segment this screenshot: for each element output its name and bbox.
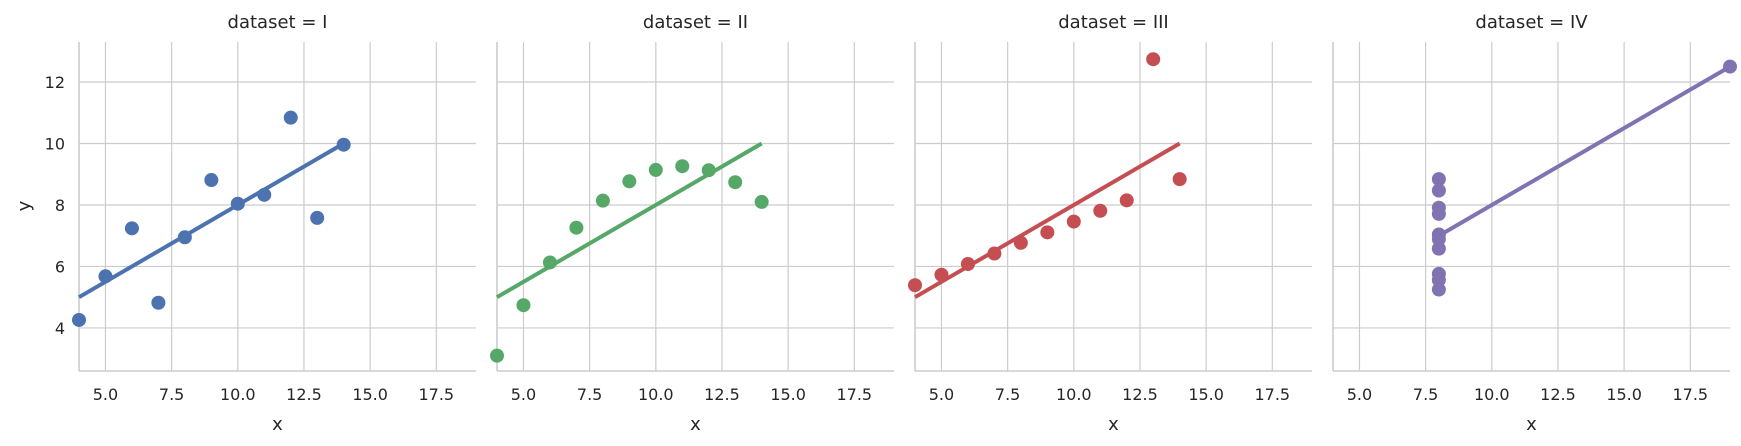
panel-1-point-4 [257, 187, 272, 202]
panel-1-point-2 [310, 210, 325, 225]
panel-3-xtick-label-5: 17.5 [1254, 385, 1290, 404]
panel-3-xtick-label-4: 15.0 [1188, 385, 1224, 404]
panel-2-point-8 [701, 163, 716, 178]
panel-4-title: dataset = IV [1475, 12, 1588, 33]
panel-4-xtick-label-1: 7.5 [1413, 385, 1438, 404]
panel-4-xtick-label-2: 10.0 [1474, 385, 1510, 404]
panel-4-fit-line [1437, 64, 1732, 238]
panel-2-point-4 [675, 159, 690, 174]
panel-4-point-10 [1431, 232, 1446, 247]
panel-1-xtick-label-3: 12.5 [286, 385, 322, 404]
panel-2-title: dataset = II [643, 12, 748, 33]
panel-1-point-6 [124, 221, 139, 236]
panel-4-xtick-label-5: 17.5 [1672, 385, 1708, 404]
panel-1-xtick-label-5: 17.5 [418, 385, 454, 404]
panel-1-ylabel: y [14, 200, 35, 211]
panel-4-point-9 [1431, 200, 1446, 215]
panel-1-point-8 [283, 110, 298, 125]
panel-1-ytick-label-1: 6 [55, 257, 65, 276]
panel-3-title: dataset = III [1058, 12, 1169, 33]
panel-1-point-10 [98, 269, 113, 284]
panel-1-point-0 [230, 196, 245, 211]
panel-1-xtick-label-1: 7.5 [159, 385, 184, 404]
panel-3-point-1 [1013, 235, 1028, 250]
panel-2-point-5 [754, 194, 769, 209]
panel-2-xlabel: x [690, 414, 701, 435]
panel-4-point-8 [1431, 272, 1446, 287]
panel-4-xtick-label-4: 15.0 [1606, 385, 1642, 404]
panel-1-ytick-label-3: 10 [45, 134, 65, 153]
panel-2-point-3 [622, 174, 637, 189]
panel-3-xtick-label-1: 7.5 [995, 385, 1020, 404]
panel-2-fit-line [495, 141, 763, 299]
panel-1-point-7 [72, 312, 86, 327]
panel-1-ytick-label-2: 8 [55, 196, 65, 215]
panel-3-point-8 [1119, 193, 1134, 208]
panel-1-ytick-label-0: 4 [55, 319, 65, 338]
panel-3-xtick-label-2: 10.0 [1056, 385, 1092, 404]
panel-2-point-2 [728, 175, 743, 190]
panel-1-xtick-label-0: 5.0 [93, 385, 118, 404]
panel-2-point-9 [569, 220, 584, 235]
panel-2-point-1 [595, 193, 610, 208]
panel-3-fit-line [913, 141, 1181, 299]
panel-4-point-3 [1431, 172, 1446, 187]
panel-1-xtick-label-2: 10.0 [220, 385, 256, 404]
panel-2-xtick-label-4: 15.0 [770, 385, 806, 404]
panel-4-xtick-label-3: 12.5 [1540, 385, 1576, 404]
panel-3-point-3 [1040, 225, 1055, 240]
panel-1-point-1 [177, 230, 192, 245]
panel-3-xlabel: x [1108, 414, 1119, 435]
panel-3-point-2 [1146, 52, 1161, 67]
panel-1-title: dataset = I [228, 12, 328, 33]
panel-4-xtick-label-0: 5.0 [1347, 385, 1372, 404]
panel-3-point-6 [960, 256, 975, 271]
panel-1-point-5 [336, 137, 351, 152]
panel-1-point-3 [204, 173, 219, 188]
panel-4-xlabel: x [1526, 414, 1537, 435]
panel-2-point-10 [516, 298, 531, 313]
panel-2-point-0 [648, 162, 663, 177]
panel-1-ytick-label-4: 12 [45, 73, 65, 92]
panel-3-point-7 [908, 278, 922, 293]
panel-2-xtick-label-1: 7.5 [577, 385, 602, 404]
panel-1-point-9 [151, 295, 166, 310]
panel-4-point-4 [1431, 183, 1446, 198]
panel-3-point-5 [1172, 172, 1187, 187]
panel-3-xtick-label-3: 12.5 [1122, 385, 1158, 404]
panel-3-point-10 [934, 267, 949, 282]
panel-1-xtick-label-4: 15.0 [352, 385, 388, 404]
panel-3-point-9 [987, 246, 1002, 261]
panel-2-xtick-label-0: 5.0 [511, 385, 536, 404]
panel-2-xtick-label-2: 10.0 [638, 385, 674, 404]
panel-2-point-6 [542, 255, 557, 270]
panel-2-xtick-label-3: 12.5 [704, 385, 740, 404]
panel-2-point-7 [490, 348, 504, 363]
panel-1-fit-line [77, 141, 345, 299]
panel-1-xlabel: x [272, 414, 283, 435]
panel-3-xtick-label-0: 5.0 [929, 385, 954, 404]
panel-3-point-4 [1093, 203, 1108, 218]
panel-2-xtick-label-5: 17.5 [836, 385, 872, 404]
panel-3-point-0 [1066, 214, 1081, 229]
panel-4-point-7 [1723, 59, 1737, 74]
